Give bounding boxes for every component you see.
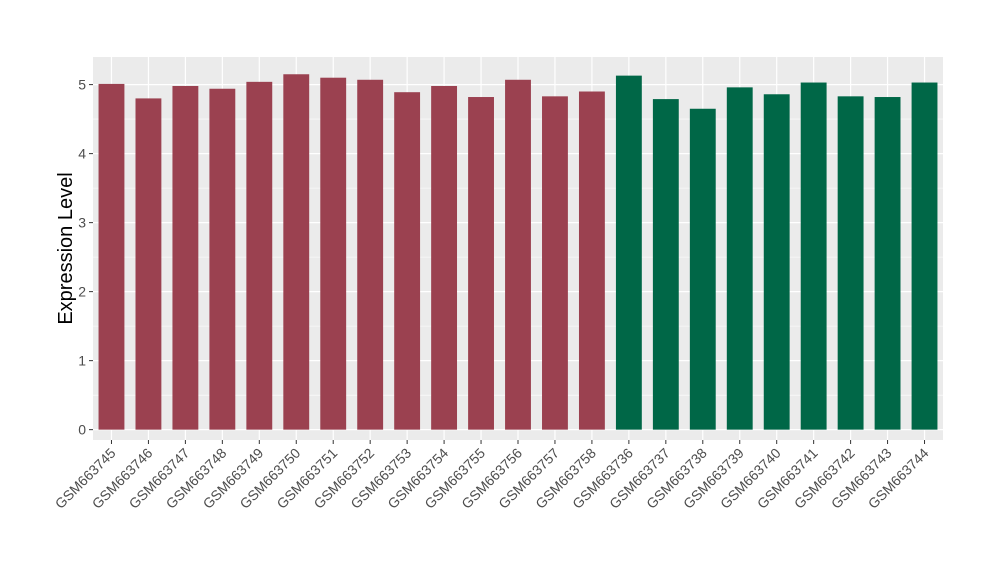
bar-GSM663755	[468, 97, 494, 430]
x-axis: GSM663745GSM663746GSM663747GSM663748GSM6…	[52, 440, 932, 512]
bar-GSM663743	[874, 97, 901, 430]
bar-GSM663739	[726, 87, 753, 430]
bar-GSM663740	[763, 94, 790, 430]
bar-GSM663750	[283, 74, 310, 430]
y-tick-label: 3	[78, 215, 86, 231]
y-tick-label: 2	[78, 284, 86, 300]
bar-GSM663744	[911, 82, 938, 430]
bar-GSM663749	[246, 81, 273, 430]
bar-GSM663747	[172, 85, 199, 430]
bar-GSM663738	[689, 108, 716, 430]
bar-GSM663746	[135, 98, 162, 430]
bar-GSM663758	[578, 91, 605, 430]
y-axis: 0 1 2 3 4 5	[78, 77, 93, 438]
bar-GSM663737	[652, 99, 679, 430]
bars	[98, 74, 938, 430]
bar-GSM663756	[505, 79, 531, 430]
bar-GSM663757	[542, 96, 568, 430]
bar-GSM663753	[394, 92, 421, 430]
bar-GSM663736	[615, 75, 642, 430]
bar-GSM663741	[800, 82, 827, 430]
bar-GSM663748	[209, 88, 236, 430]
bar-GSM663751	[320, 77, 347, 430]
y-tick-label: 0	[78, 422, 86, 438]
bar-GSM663752	[357, 79, 384, 430]
bar-GSM663742	[837, 96, 864, 430]
y-tick-label: 1	[78, 353, 86, 369]
y-axis-label: Expression Level	[55, 172, 77, 324]
bar-GSM663754	[431, 85, 458, 430]
y-tick-label: 5	[78, 77, 86, 93]
y-tick-label: 4	[78, 146, 86, 162]
bar-GSM663745	[98, 83, 125, 430]
